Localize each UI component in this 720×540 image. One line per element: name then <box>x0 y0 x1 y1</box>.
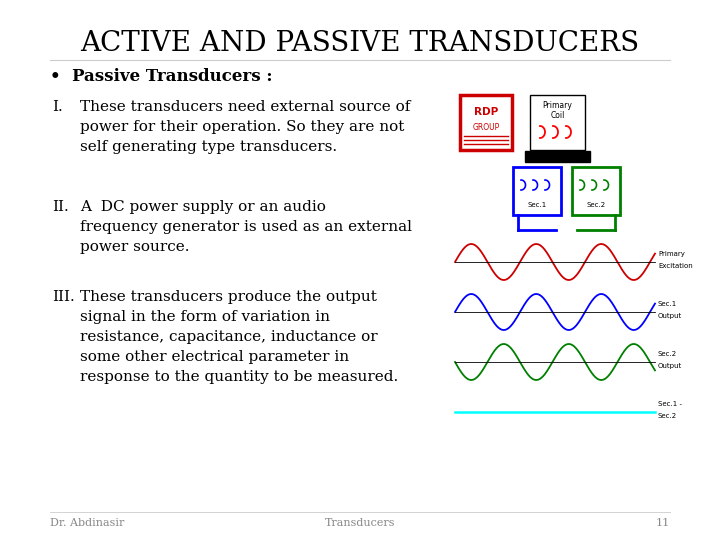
Bar <box>525 151 590 162</box>
Text: RDP: RDP <box>474 107 498 117</box>
Bar <box>460 95 512 150</box>
Text: These transducers need external source of
power for their operation. So they are: These transducers need external source o… <box>80 100 410 154</box>
Text: Sec.1 -: Sec.1 - <box>658 401 682 407</box>
Bar <box>572 167 620 215</box>
Text: 11: 11 <box>656 518 670 528</box>
Bar <box>530 95 585 150</box>
Text: II.: II. <box>52 200 68 214</box>
Text: A  DC power supply or an audio
frequency generator is used as an external
power : A DC power supply or an audio frequency … <box>80 200 412 254</box>
Text: Sec.2: Sec.2 <box>586 202 606 208</box>
Text: ACTIVE AND PASSIVE TRANSDUCERS: ACTIVE AND PASSIVE TRANSDUCERS <box>81 30 639 57</box>
Text: GROUP: GROUP <box>472 124 500 132</box>
Text: Excitation: Excitation <box>658 263 693 269</box>
Text: Output: Output <box>658 313 683 319</box>
Text: Coil: Coil <box>550 111 564 120</box>
Text: These transducers produce the output
signal in the form of variation in
resistan: These transducers produce the output sig… <box>80 290 398 384</box>
Text: Primary: Primary <box>658 251 685 257</box>
Text: Output: Output <box>658 363 683 369</box>
Text: Sec.1: Sec.1 <box>658 301 678 307</box>
Text: •  Passive Transducers :: • Passive Transducers : <box>50 68 272 85</box>
Text: Sec.2: Sec.2 <box>658 351 677 357</box>
Text: Transducers: Transducers <box>325 518 395 528</box>
Text: Dr. Abdinasir: Dr. Abdinasir <box>50 518 125 528</box>
Text: Sec.1: Sec.1 <box>527 202 546 208</box>
Text: I.: I. <box>52 100 63 114</box>
Bar <box>513 167 561 215</box>
Text: Primary: Primary <box>543 102 572 111</box>
Text: III.: III. <box>52 290 75 304</box>
Text: Sec.2: Sec.2 <box>658 413 677 419</box>
